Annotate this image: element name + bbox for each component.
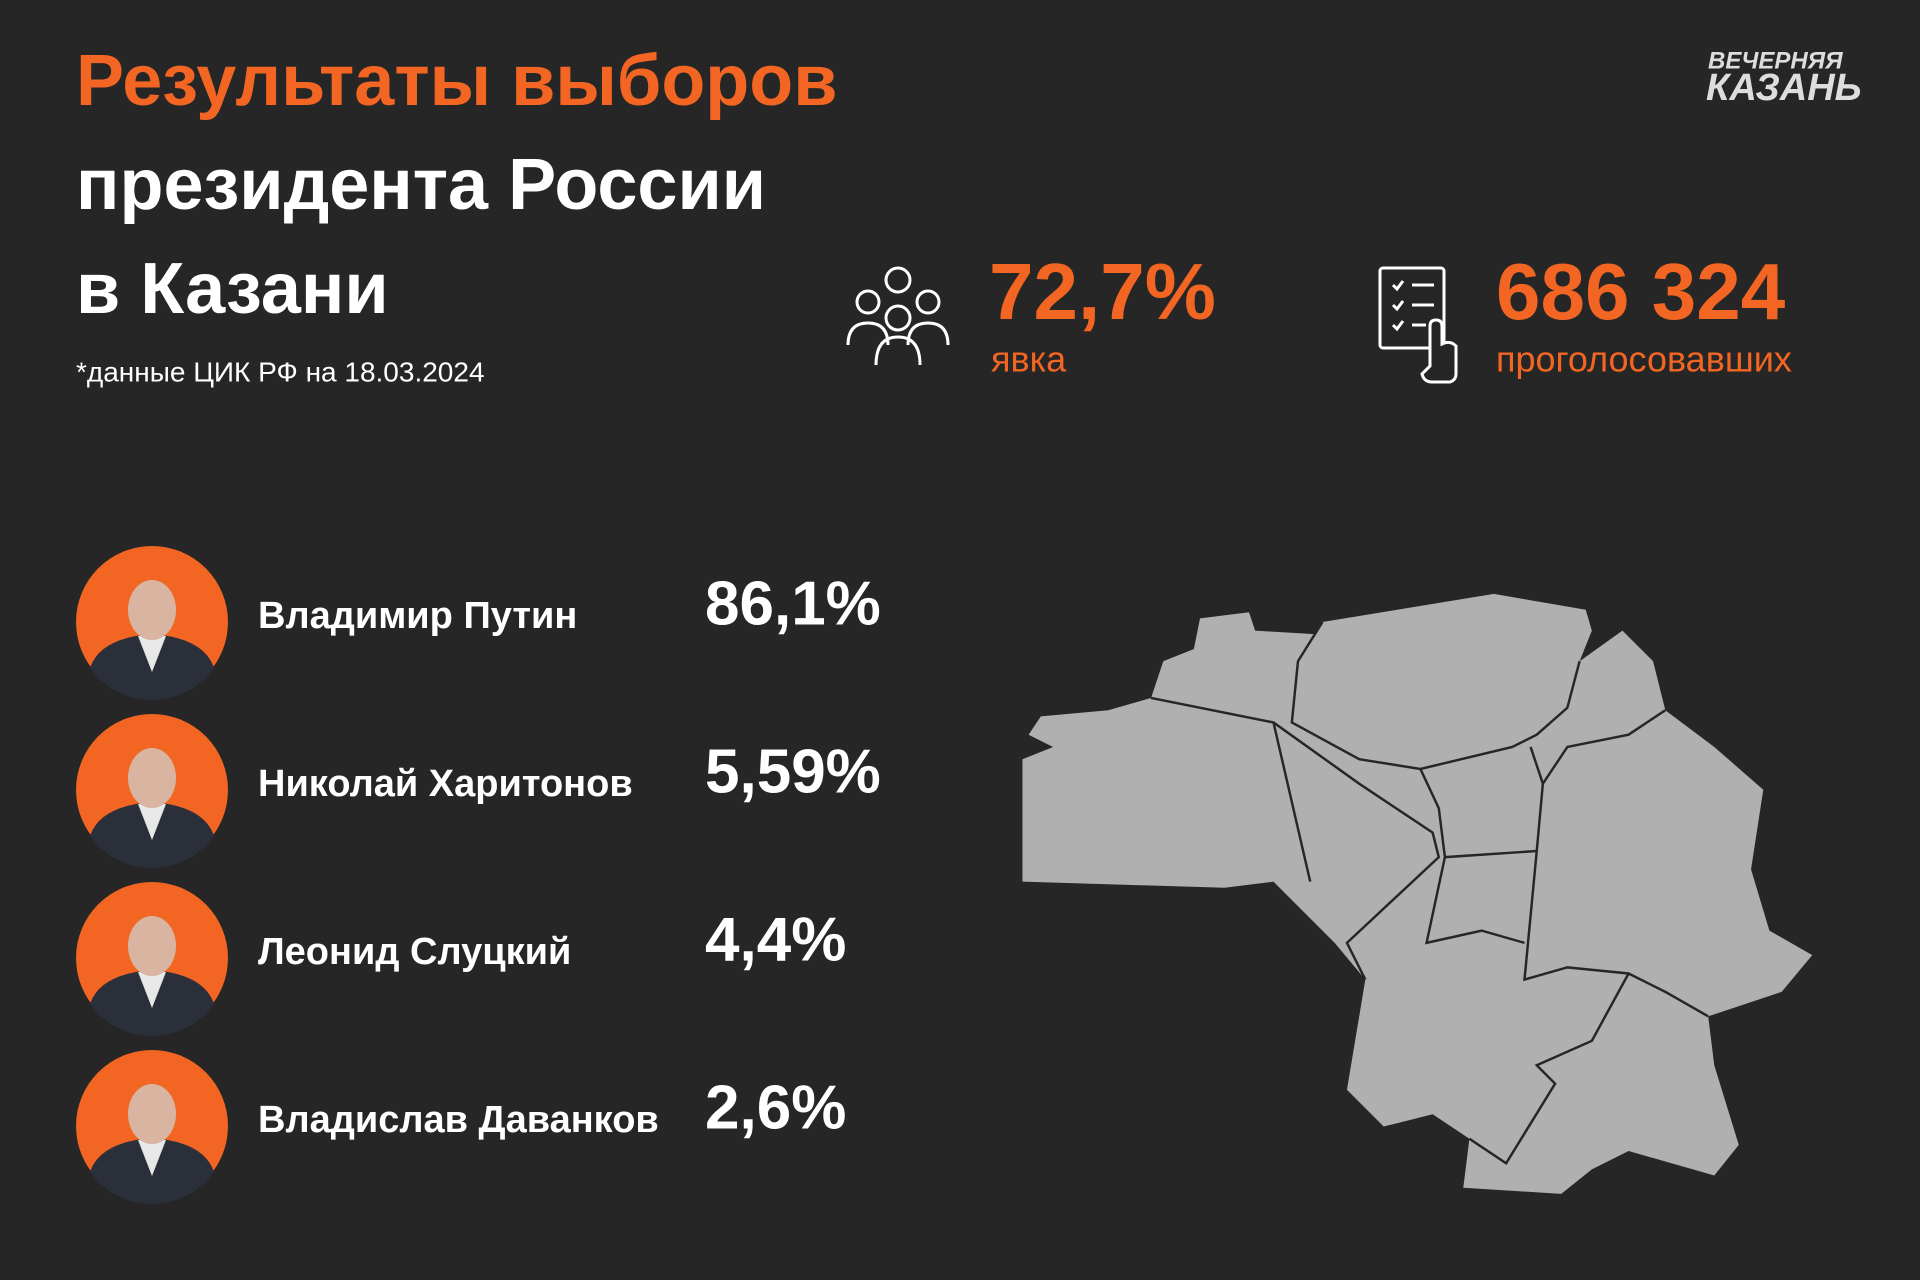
logo-text: КАЗАНЬ [1706, 67, 1862, 109]
portrait [76, 1050, 228, 1205]
title-line: президента России [76, 145, 766, 225]
portrait-face [128, 1084, 176, 1144]
candidate-name: Леонид Слуцкий [258, 931, 571, 973]
candidate-name: Владимир Путин [258, 595, 577, 637]
city-map [1022, 593, 1813, 1194]
people-icon [846, 266, 950, 366]
portrait [76, 714, 228, 869]
stat-value: 686 324 [1496, 247, 1786, 336]
candidate-name: Николай Харитонов [258, 763, 633, 805]
portrait-face [128, 916, 176, 976]
portrait-face [128, 580, 176, 640]
logo-text: ВЕЧЕРНЯЯ [1708, 47, 1843, 74]
portrait [76, 882, 228, 1037]
ballot-icon [1378, 266, 1458, 384]
title-line: в Казани [76, 249, 389, 329]
candidate-result: 5,59% [705, 737, 881, 806]
portrait-shirt [138, 804, 166, 840]
portrait-face [128, 748, 176, 808]
portrait-shirt [138, 972, 166, 1008]
candidate-result: 86,1% [705, 569, 881, 638]
stat-label: проголосовавших [1496, 339, 1792, 380]
title-line: Результаты выборов [76, 41, 838, 121]
portrait-shirt [138, 636, 166, 672]
stat-value: 72,7% [989, 247, 1216, 336]
candidate-result: 4,4% [705, 905, 846, 974]
candidate-result: 2,6% [705, 1073, 846, 1142]
candidate-name: Владислав Даванков [258, 1099, 659, 1141]
portrait [76, 546, 228, 701]
portrait-shirt [138, 1140, 166, 1176]
candidates: Владимир Путин 86,1% Николай Харитонов 5,59… [76, 546, 881, 1205]
note: *данные ЦИК РФ на 18.03.2024 [76, 356, 485, 387]
stat-label: явка [991, 339, 1067, 380]
